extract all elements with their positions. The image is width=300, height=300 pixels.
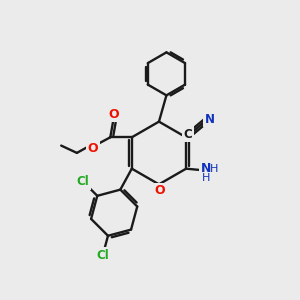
Text: H: H: [210, 164, 218, 174]
Text: N: N: [204, 113, 214, 126]
Text: O: O: [88, 142, 98, 155]
Text: O: O: [108, 108, 119, 121]
Text: N: N: [201, 162, 211, 175]
Text: H: H: [202, 172, 210, 183]
Text: C: C: [184, 128, 192, 140]
Text: Cl: Cl: [77, 175, 89, 188]
Text: O: O: [154, 184, 165, 197]
Text: Cl: Cl: [96, 249, 109, 262]
